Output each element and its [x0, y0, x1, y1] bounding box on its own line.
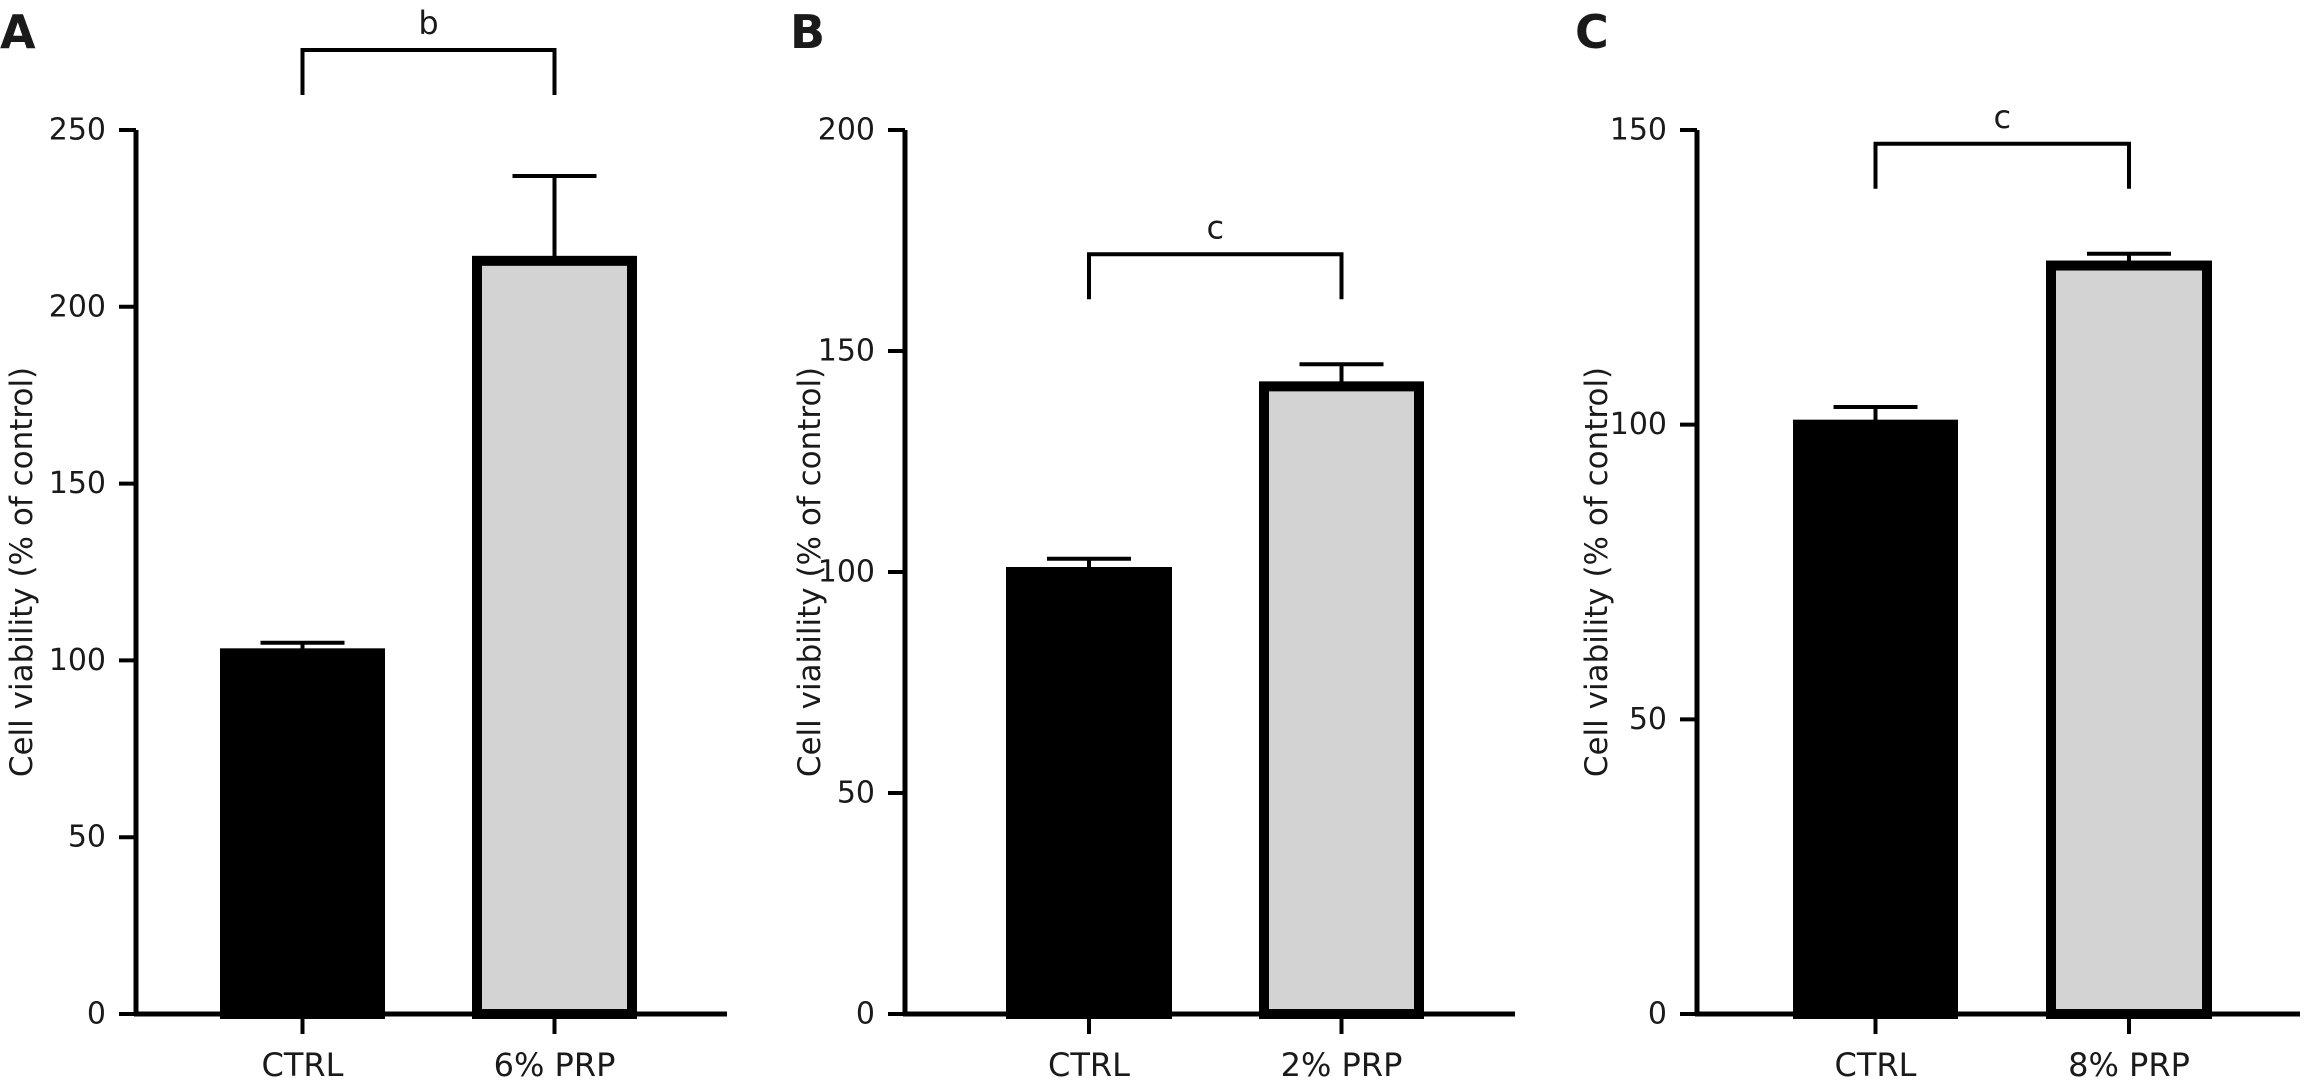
panel-a: A Cell viability (% of control) 0 50 100 150 2… — [0, 4, 727, 1084]
significance-label: c — [1993, 98, 2011, 136]
y-tick-label: 50 — [837, 776, 875, 811]
bar — [1793, 419, 1958, 1019]
y-axis-label: Cell viability (% of control) — [792, 367, 828, 777]
x-tick-label: 8% PRP — [2068, 1046, 2190, 1084]
y-tick-label: 0 — [856, 997, 875, 1032]
y-tick-label: 0 — [87, 997, 106, 1032]
x-tick-label: CTRL — [262, 1046, 344, 1084]
y-tick-label: 100 — [818, 555, 875, 590]
significance-bracket — [1087, 252, 1344, 300]
bar — [1006, 567, 1172, 1019]
y-axis-label: Cell viability (% of control) — [4, 367, 40, 777]
x-tick-label: CTRL — [1835, 1046, 1917, 1084]
panel-c: C Cell viability (% of control) 0 50 100 150 C… — [1575, 5, 2300, 1084]
y-tick-label: 100 — [1610, 407, 1667, 442]
y-tick-label: 250 — [49, 113, 106, 148]
x-tick-label: 2% PRP — [1281, 1046, 1403, 1084]
bar — [1259, 381, 1424, 1019]
bar — [220, 648, 385, 1019]
y-tick-label: 200 — [49, 289, 106, 324]
panel-b: B Cell viability (% of control) 0 50 100 150 2… — [790, 5, 1515, 1084]
y-tick-label: 100 — [49, 643, 106, 678]
y-tick-label: 150 — [818, 334, 875, 369]
significance-bracket — [300, 48, 557, 95]
y-tick-label: 150 — [49, 466, 106, 501]
y-tick-label: 0 — [1648, 997, 1667, 1032]
y-axis-label: Cell viability (% of control) — [1579, 367, 1615, 777]
significance-bracket — [1873, 141, 2131, 189]
panel-letter: B — [790, 5, 825, 59]
panel-letter: A — [0, 5, 36, 59]
y-tick-label: 50 — [68, 820, 106, 855]
significance-label: c — [1206, 208, 1224, 246]
x-tick-label: CTRL — [1048, 1046, 1130, 1084]
panel-letter: C — [1575, 5, 1609, 59]
y-tick-label: 50 — [1629, 702, 1667, 737]
x-tick-label: 6% PRP — [494, 1046, 616, 1084]
y-tick-label: 200 — [818, 113, 875, 148]
significance-label: b — [418, 4, 438, 42]
bar — [472, 255, 637, 1020]
bar — [2046, 260, 2212, 1019]
y-tick-label: 150 — [1610, 113, 1667, 148]
